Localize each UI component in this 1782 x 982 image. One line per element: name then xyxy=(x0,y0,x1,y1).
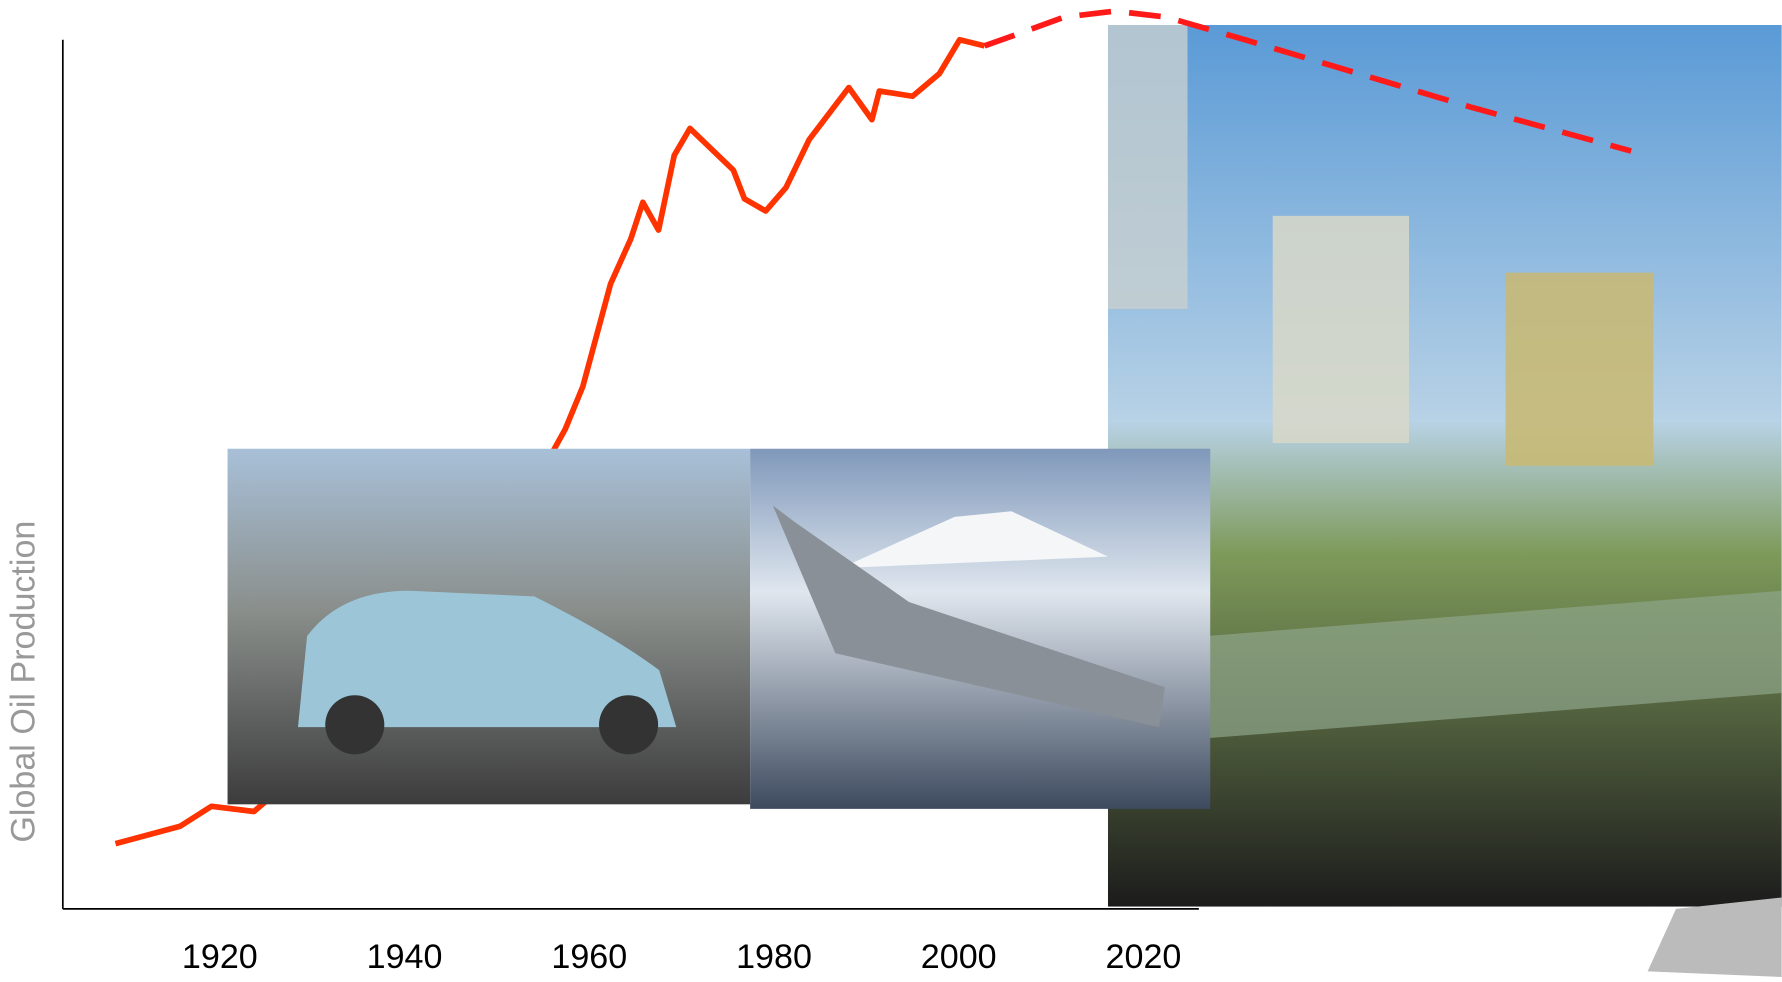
x-tick-label: 2020 xyxy=(1106,938,1182,976)
wheel xyxy=(599,695,659,755)
city-image xyxy=(1107,24,1782,907)
mountain xyxy=(841,511,1108,569)
car-shape xyxy=(297,590,677,728)
x-tick-label: 1980 xyxy=(736,938,812,976)
y-axis-label: Global Oil Production xyxy=(4,521,42,843)
logo xyxy=(1647,897,1782,977)
photos xyxy=(227,448,1782,977)
x-tick-label: 2000 xyxy=(921,938,997,976)
projection-line xyxy=(983,8,1632,154)
plane-shape xyxy=(772,505,1165,728)
x-tick-label: 1920 xyxy=(182,938,258,976)
wheel xyxy=(325,695,385,755)
x-tick-label: 1960 xyxy=(551,938,627,976)
x-tick-label: 1940 xyxy=(367,938,443,976)
